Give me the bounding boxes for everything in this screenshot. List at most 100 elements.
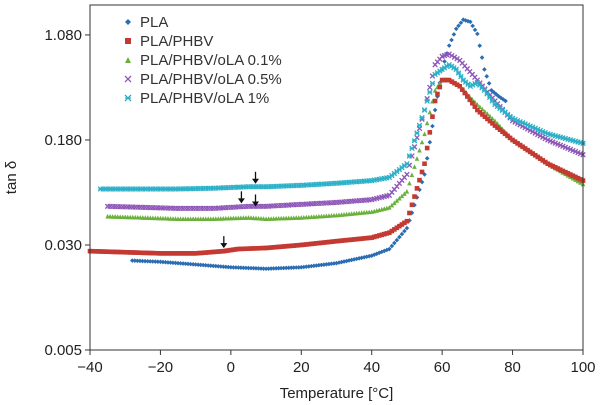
data-point <box>309 263 314 269</box>
data-point <box>527 149 533 155</box>
series-1 <box>87 77 586 256</box>
data-point <box>90 248 95 254</box>
data-point <box>457 83 463 89</box>
data-point <box>575 178 581 184</box>
data-point <box>532 152 538 158</box>
data-point <box>487 118 493 124</box>
data-point <box>329 261 334 267</box>
data-point <box>414 186 420 191</box>
data-point <box>268 266 274 271</box>
data-point <box>371 234 377 240</box>
data-point <box>117 249 123 255</box>
data-point <box>454 56 460 62</box>
data-point <box>130 250 136 255</box>
data-point <box>404 218 410 224</box>
data-point <box>210 263 216 269</box>
data-point <box>190 262 196 267</box>
data-point <box>475 107 480 113</box>
data-point <box>193 262 198 267</box>
data-point <box>150 259 156 264</box>
data-point <box>321 262 327 267</box>
annotation-arrow <box>237 191 245 204</box>
data-point <box>491 89 497 95</box>
data-point <box>120 249 125 255</box>
y-tick-label: 0.180 <box>44 132 82 149</box>
data-point <box>503 98 508 104</box>
data-point <box>245 246 251 251</box>
data-point <box>160 259 166 265</box>
data-point <box>387 230 392 235</box>
data-point <box>412 194 417 199</box>
data-point <box>387 246 392 252</box>
legend-marker <box>125 19 131 25</box>
data-point <box>168 260 173 265</box>
x-tick-label: 20 <box>293 359 310 376</box>
data-point <box>560 168 566 174</box>
data-point <box>354 236 359 242</box>
data-point <box>132 258 138 263</box>
data-point <box>163 259 168 265</box>
data-point <box>241 265 246 271</box>
data-point <box>439 77 445 83</box>
data-point <box>319 262 324 268</box>
data-point <box>402 220 407 226</box>
data-point <box>459 87 465 92</box>
data-point <box>215 264 221 269</box>
data-point <box>535 154 541 160</box>
data-point <box>301 242 307 248</box>
data-point <box>480 112 485 117</box>
data-point <box>288 265 294 271</box>
data-point <box>570 173 576 179</box>
data-point <box>223 264 229 270</box>
data-point <box>449 37 454 43</box>
data-point <box>437 84 443 90</box>
series-0 <box>129 17 508 272</box>
data-point <box>484 74 490 79</box>
data-point <box>341 238 347 243</box>
data-point <box>324 239 329 245</box>
data-point <box>298 264 304 270</box>
data-point <box>381 248 387 254</box>
data-point <box>470 100 475 106</box>
data-point <box>384 231 390 236</box>
data-point <box>419 114 425 121</box>
data-point <box>495 125 500 130</box>
data-point <box>424 156 430 161</box>
plot-frame <box>89 4 584 351</box>
data-point <box>296 242 302 248</box>
data-point <box>366 235 372 241</box>
data-point <box>578 180 583 185</box>
data-point <box>376 233 382 238</box>
data-point <box>208 249 214 255</box>
data-point <box>309 241 314 247</box>
data-point <box>568 172 573 177</box>
data-point <box>135 258 140 264</box>
data-point <box>369 253 375 258</box>
data-point <box>281 244 286 249</box>
data-point <box>208 263 214 269</box>
data-point <box>228 264 234 270</box>
legend-label: PLA/PHBV/oLA 0.1% <box>140 52 282 69</box>
data-point <box>412 164 417 169</box>
data-point <box>178 251 183 256</box>
data-point <box>414 195 420 200</box>
data-point <box>458 73 464 80</box>
data-point <box>389 243 395 249</box>
data-point <box>404 225 410 231</box>
data-point <box>238 265 244 271</box>
data-point <box>185 251 191 256</box>
data-point <box>235 246 241 252</box>
data-point <box>135 250 141 255</box>
data-point <box>238 246 243 252</box>
data-point <box>344 258 349 264</box>
data-point <box>394 237 400 243</box>
data-point <box>261 266 266 271</box>
data-point <box>236 265 241 270</box>
y-axis-title: tan δ <box>3 161 20 194</box>
data-point <box>314 241 319 246</box>
data-point <box>316 262 322 268</box>
data-point <box>127 250 133 255</box>
data-point <box>392 240 397 246</box>
series-2 <box>105 77 586 221</box>
data-point <box>205 263 211 268</box>
